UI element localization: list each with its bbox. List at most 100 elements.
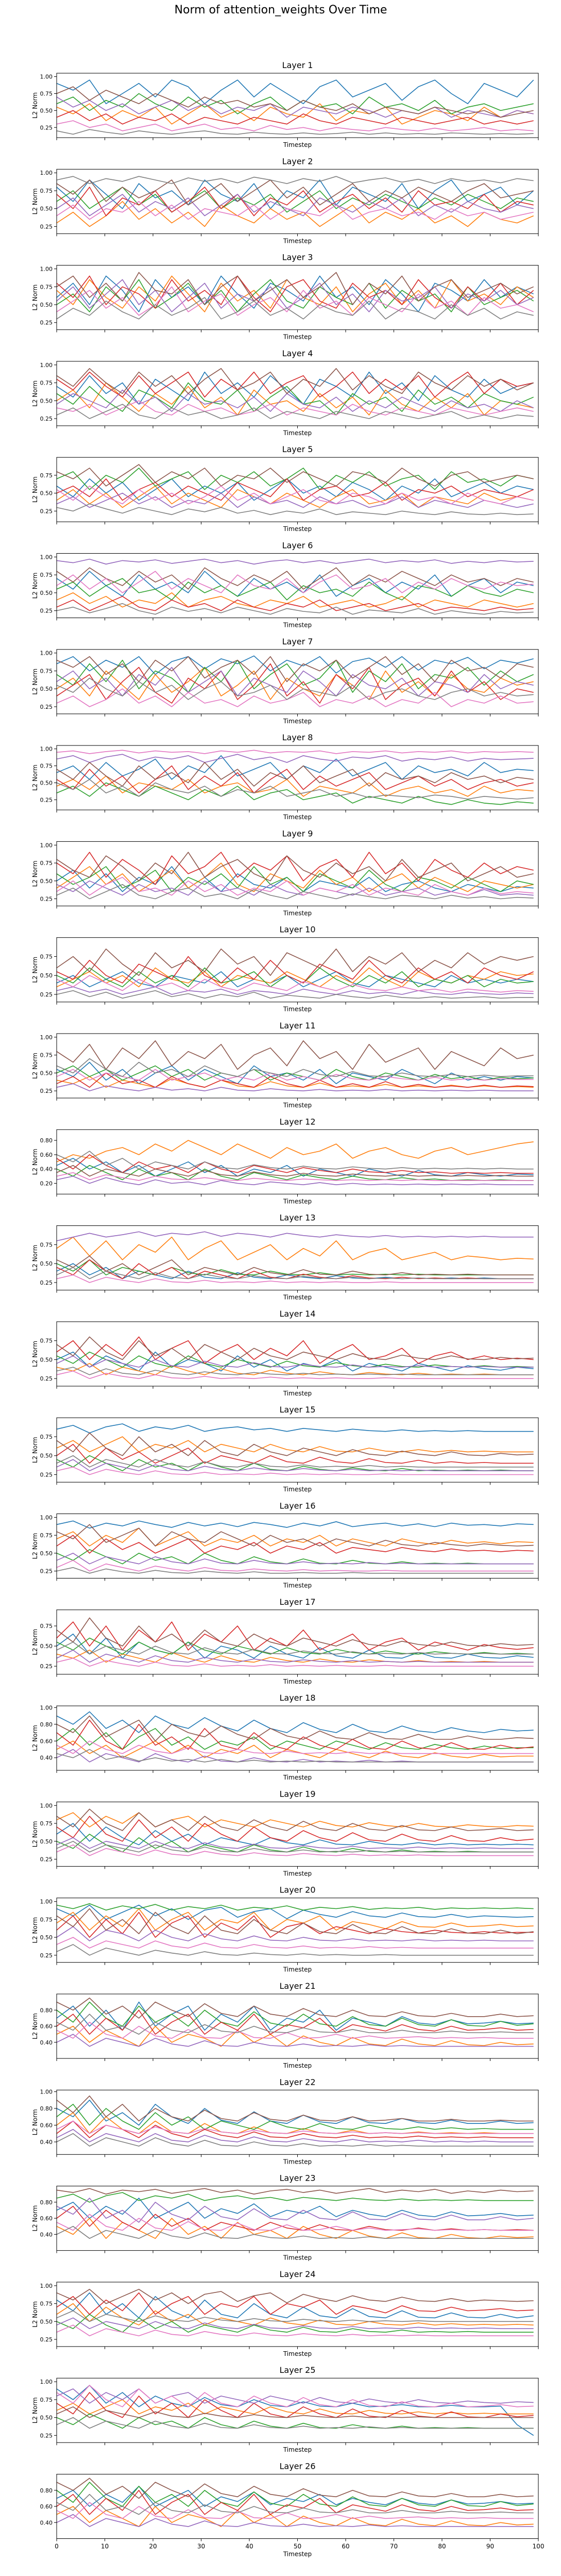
y-axis-label: L2 Norm: [31, 2109, 39, 2135]
series-line: [56, 2288, 534, 2304]
x-tick-label: 10: [101, 2543, 109, 2550]
y-axis-label: L2 Norm: [31, 1053, 39, 1079]
y-tick-label: 0.25: [40, 508, 53, 514]
x-tick-label: 60: [342, 2543, 349, 2550]
series-line: [56, 986, 534, 995]
y-tick-label: 0.25: [40, 991, 53, 998]
series-line: [56, 567, 534, 590]
chart-title: Layer 12: [279, 1117, 315, 1126]
series-line: [56, 1719, 534, 1750]
series-line: [56, 1069, 534, 1081]
y-tick-label: 0.50: [40, 1838, 53, 1845]
x-axis-label: Timestep: [283, 1006, 312, 1013]
x-tick-label: 0: [55, 2543, 59, 2550]
series-line: [56, 2014, 534, 2035]
series-line: [56, 382, 534, 416]
y-tick-label: 0.50: [40, 1453, 53, 1459]
y-tick-label: 0.50: [40, 779, 53, 786]
chart-panel: Layer 6 1.00 0.75 0.50 0.25 Timestep L2 Norm: [31, 541, 539, 629]
series-line: [56, 468, 534, 490]
series-line: [56, 110, 534, 125]
series-line: [56, 1560, 534, 1572]
y-tick-label: 0.60: [40, 2503, 53, 2510]
x-axis-label: Timestep: [283, 2254, 312, 2262]
series-line: [56, 852, 534, 885]
series-line: [56, 2406, 534, 2418]
chart-panel: Layer 13 0.75 0.50 0.25 Timestep L2 Norm: [31, 1213, 539, 1301]
y-tick-label: 1.00: [40, 1802, 53, 1809]
y-tick-label: 1.00: [40, 650, 53, 657]
x-tick-label: 50: [294, 2543, 301, 2550]
series-line: [56, 852, 534, 882]
x-axis-label: Timestep: [283, 141, 312, 148]
series-line: [56, 677, 534, 700]
series-line: [56, 655, 534, 675]
y-tick-label: 0.75: [40, 1623, 53, 1630]
series-line: [56, 371, 534, 405]
y-tick-label: 0.25: [40, 2336, 53, 2343]
series-line: [56, 1355, 534, 1368]
x-axis-label: Timestep: [283, 909, 312, 917]
series-line: [56, 2310, 534, 2322]
series-line: [56, 2482, 534, 2507]
chart-panel: Layer 15 0.75 0.50 0.25 Timestep L2 Norm: [31, 1405, 539, 1493]
chart-title: Layer 21: [279, 1981, 315, 1991]
series-line: [56, 990, 534, 999]
chart-title: Layer 2: [282, 156, 313, 166]
series-line: [56, 1567, 534, 1574]
chart-panel: Layer 19 1.00 0.75 0.50 0.25 Timestep L2 Norm: [31, 1789, 539, 1877]
chart-panel: Layer 18 1.00 0.80 0.60 0.40 Timestep L2 Norm: [31, 1693, 539, 1781]
y-tick-label: 0.60: [40, 2023, 53, 2030]
y-tick-label: 0.50: [40, 1356, 53, 1363]
chart-title: Layer 20: [279, 1885, 315, 1895]
chart-title: Layer 8: [282, 733, 313, 742]
y-tick-label: 1.00: [40, 1514, 53, 1521]
series-line: [56, 596, 534, 611]
x-axis-label: Timestep: [283, 1486, 312, 1493]
y-tick-label: 0.25: [40, 1088, 53, 1094]
chart-panel: Layer 26 0.80 0.60 0.40 0 10 20 30 40 50 60 70 80 90 1…: [40, 2462, 545, 2558]
x-tick-label: 20: [149, 2543, 157, 2550]
y-tick-label: 0.50: [40, 1550, 53, 1557]
series-line: [56, 762, 534, 787]
series-line: [56, 1432, 534, 1456]
series-line: [56, 578, 534, 601]
series-line: [56, 129, 534, 135]
series-line: [56, 2385, 534, 2407]
y-axis-label: L2 Norm: [31, 573, 39, 599]
series-line: [56, 79, 534, 104]
series-line: [56, 1535, 534, 1554]
y-axis-label: L2 Norm: [31, 669, 39, 695]
y-axis-label: L2 Norm: [31, 2205, 39, 2232]
series-line: [56, 176, 534, 184]
series-line: [56, 1617, 534, 1647]
series-line: [56, 2388, 534, 2404]
chart-title: Layer 5: [282, 444, 313, 454]
y-tick-label: 1.00: [40, 1899, 53, 1905]
series-line: [56, 956, 534, 984]
chart-panel: Layer 8 1.00 0.75 0.50 0.25 Timestep L2 Norm: [31, 733, 539, 821]
y-tick-label: 0.40: [40, 2231, 53, 2238]
series-line: [56, 1937, 534, 1949]
series-line: [56, 1040, 534, 1070]
y-tick-label: 1.00: [40, 362, 53, 369]
series-line: [56, 1443, 534, 1464]
x-axis-label: Timestep: [283, 525, 312, 533]
chart-title: Layer 26: [279, 2462, 315, 2471]
x-axis-label: Timestep: [283, 813, 312, 821]
series-line: [56, 478, 534, 501]
y-axis-label: L2 Norm: [31, 1437, 39, 1463]
y-tick-label: 0.75: [40, 860, 53, 867]
series-line: [56, 1455, 534, 1468]
series-line: [56, 2192, 534, 2203]
chart-panel: Layer 3 1.00 0.75 0.50 0.25 Timestep L2 Norm: [31, 253, 539, 341]
series-line: [56, 1749, 534, 1763]
y-tick-label: 0.25: [40, 416, 53, 422]
series-line: [56, 663, 534, 704]
chart-title: Layer 11: [279, 1021, 315, 1031]
figure-title: Norm of attention_weights Over Time: [175, 4, 387, 16]
series-line: [56, 275, 534, 312]
